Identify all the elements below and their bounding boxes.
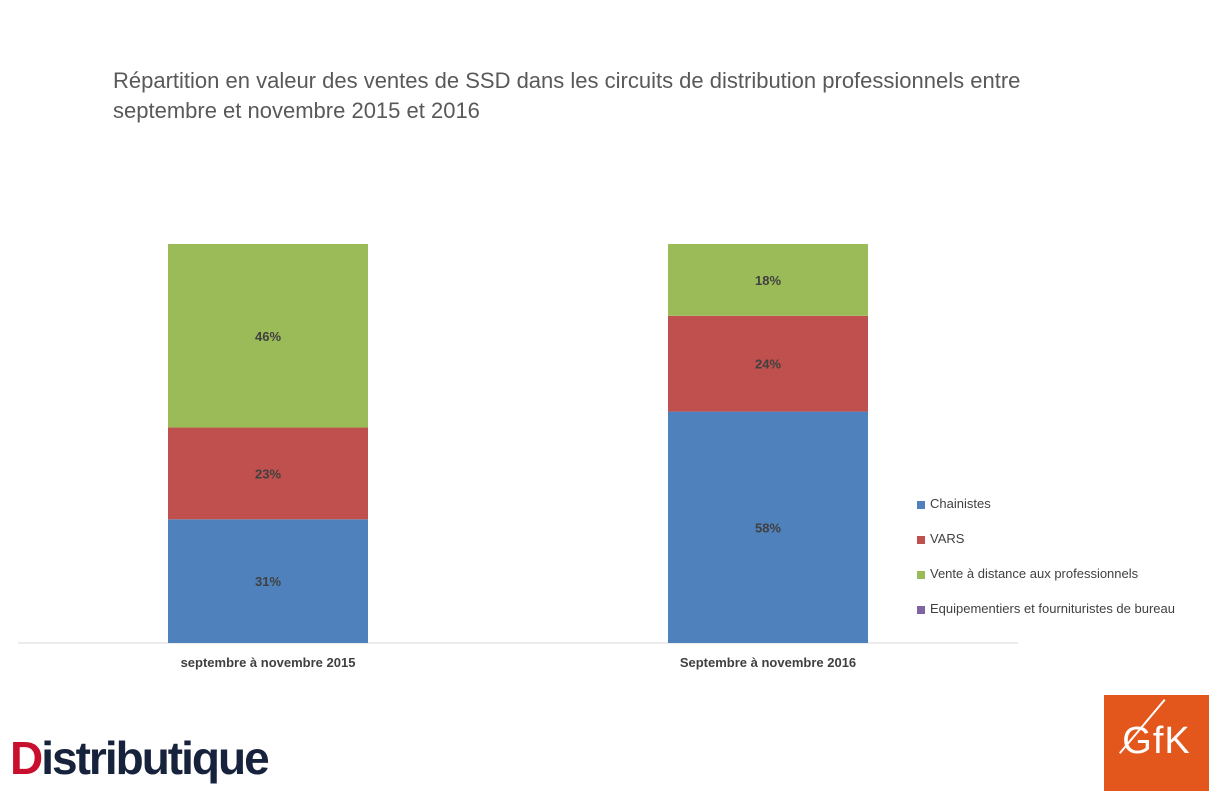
- gfk-logo-text: GfK: [1122, 720, 1191, 762]
- legend-item-2: VARS: [917, 531, 1175, 566]
- category-label-2: Septembre à novembre 2016: [680, 655, 856, 670]
- legend-label: Equipementiers et fournituristes de bure…: [930, 601, 1175, 616]
- chart-legend: Chainistes VARS Vente à distance aux profe…: [917, 496, 1175, 636]
- category-label-1: septembre à novembre 2015: [181, 655, 356, 670]
- bars-group: 31% 23% 46% 58% 24% 18%: [168, 244, 868, 643]
- legend-item-3: Vente à distance aux professionnels: [917, 566, 1175, 601]
- legend-item-1: Chainistes: [917, 496, 1175, 531]
- legend-swatch: [917, 606, 925, 614]
- bar-segment-1-2: [168, 427, 368, 520]
- data-label-1-2: 23%: [255, 466, 281, 481]
- bar-segment-1-1: [168, 519, 368, 643]
- data-label-2-1: 58%: [755, 520, 781, 535]
- bar-segment-2-3: [668, 244, 868, 316]
- data-label-2-2: 24%: [755, 357, 781, 372]
- bar-segment-2-1: [668, 411, 868, 643]
- legend-label: Vente à distance aux professionnels: [930, 566, 1139, 581]
- gfk-logo: GfK: [1104, 695, 1209, 791]
- legend-item-4: Equipementiers et fournituristes de bure…: [917, 601, 1175, 636]
- data-label-1-1: 31%: [255, 574, 281, 589]
- legend-label: Chainistes: [930, 496, 991, 511]
- bar-segment-2-2: [668, 315, 868, 412]
- legend-swatch: [917, 536, 925, 544]
- legend-swatch: [917, 571, 925, 579]
- distributique-logo: Distributique: [10, 732, 270, 784]
- legend-label: VARS: [930, 531, 965, 546]
- data-label-2-3: 18%: [755, 273, 781, 288]
- stacked-bar-chart: 31% 23% 46% 58% 24% 18% septembre à novembre …: [18, 244, 1018, 670]
- legend-swatch: [917, 501, 925, 509]
- chart-title: Répartition en valeur des ventes de SSD …: [113, 68, 1021, 123]
- data-label-1-3: 46%: [255, 329, 281, 344]
- category-labels-group: septembre à novembre 2015 Septembre à nov…: [181, 655, 857, 670]
- bar-segment-1-3: [168, 244, 368, 428]
